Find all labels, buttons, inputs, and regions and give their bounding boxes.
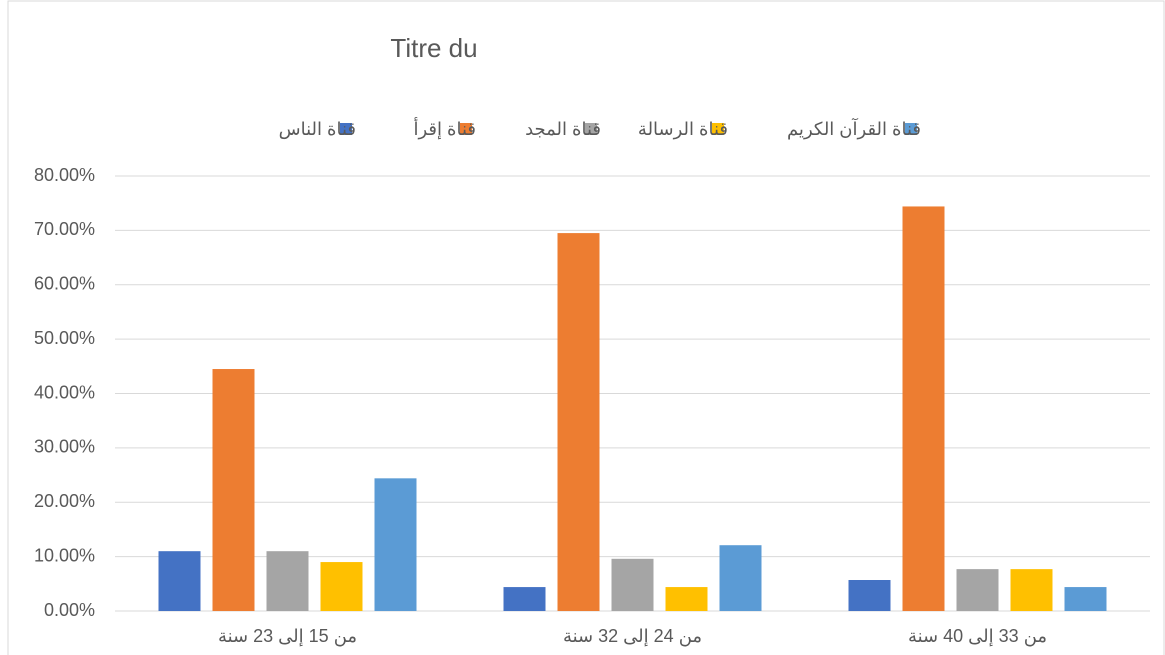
y-tick-label: 30.00% bbox=[34, 437, 95, 457]
legend-swatch bbox=[460, 123, 472, 135]
chart-title: Titre du bbox=[390, 33, 477, 63]
bar bbox=[212, 369, 255, 611]
x-tick-label: من 24 إلى 32 سنة bbox=[563, 626, 702, 647]
legend-swatch bbox=[340, 123, 352, 135]
y-tick-label: 0.00% bbox=[44, 600, 95, 620]
legend-label: قناة القرآن الكريم bbox=[787, 117, 921, 140]
legend-swatch bbox=[712, 123, 724, 135]
bar bbox=[719, 545, 762, 611]
bar bbox=[320, 562, 363, 611]
bar bbox=[1010, 569, 1053, 611]
y-tick-label: 20.00% bbox=[34, 491, 95, 511]
bar bbox=[1064, 587, 1107, 611]
x-tick-label: من 15 إلى 23 سنة bbox=[218, 626, 357, 647]
bar bbox=[611, 558, 654, 611]
bar bbox=[374, 478, 417, 611]
legend-swatch bbox=[905, 123, 917, 135]
y-tick-label: 80.00% bbox=[34, 165, 95, 185]
y-tick-label: 50.00% bbox=[34, 328, 95, 348]
bar bbox=[557, 233, 600, 611]
y-tick-label: 10.00% bbox=[34, 545, 95, 565]
bar bbox=[665, 587, 708, 611]
legend-label: قناة الرسالة bbox=[638, 119, 728, 140]
bar bbox=[848, 580, 891, 611]
bar bbox=[158, 551, 201, 611]
bar bbox=[956, 569, 999, 611]
bar bbox=[503, 587, 546, 611]
bar bbox=[266, 551, 309, 611]
x-tick-label: من 33 إلى 40 سنة bbox=[908, 626, 1047, 647]
legend-label: قناة المجد bbox=[525, 119, 601, 139]
legend-label: قناة إقرأ bbox=[414, 117, 477, 140]
y-tick-label: 40.00% bbox=[34, 382, 95, 402]
y-tick-label: 70.00% bbox=[34, 219, 95, 239]
legend-label: قناة الناس bbox=[279, 119, 356, 139]
legend-swatch bbox=[585, 123, 597, 135]
bar bbox=[902, 206, 945, 611]
y-tick-label: 60.00% bbox=[34, 274, 95, 294]
